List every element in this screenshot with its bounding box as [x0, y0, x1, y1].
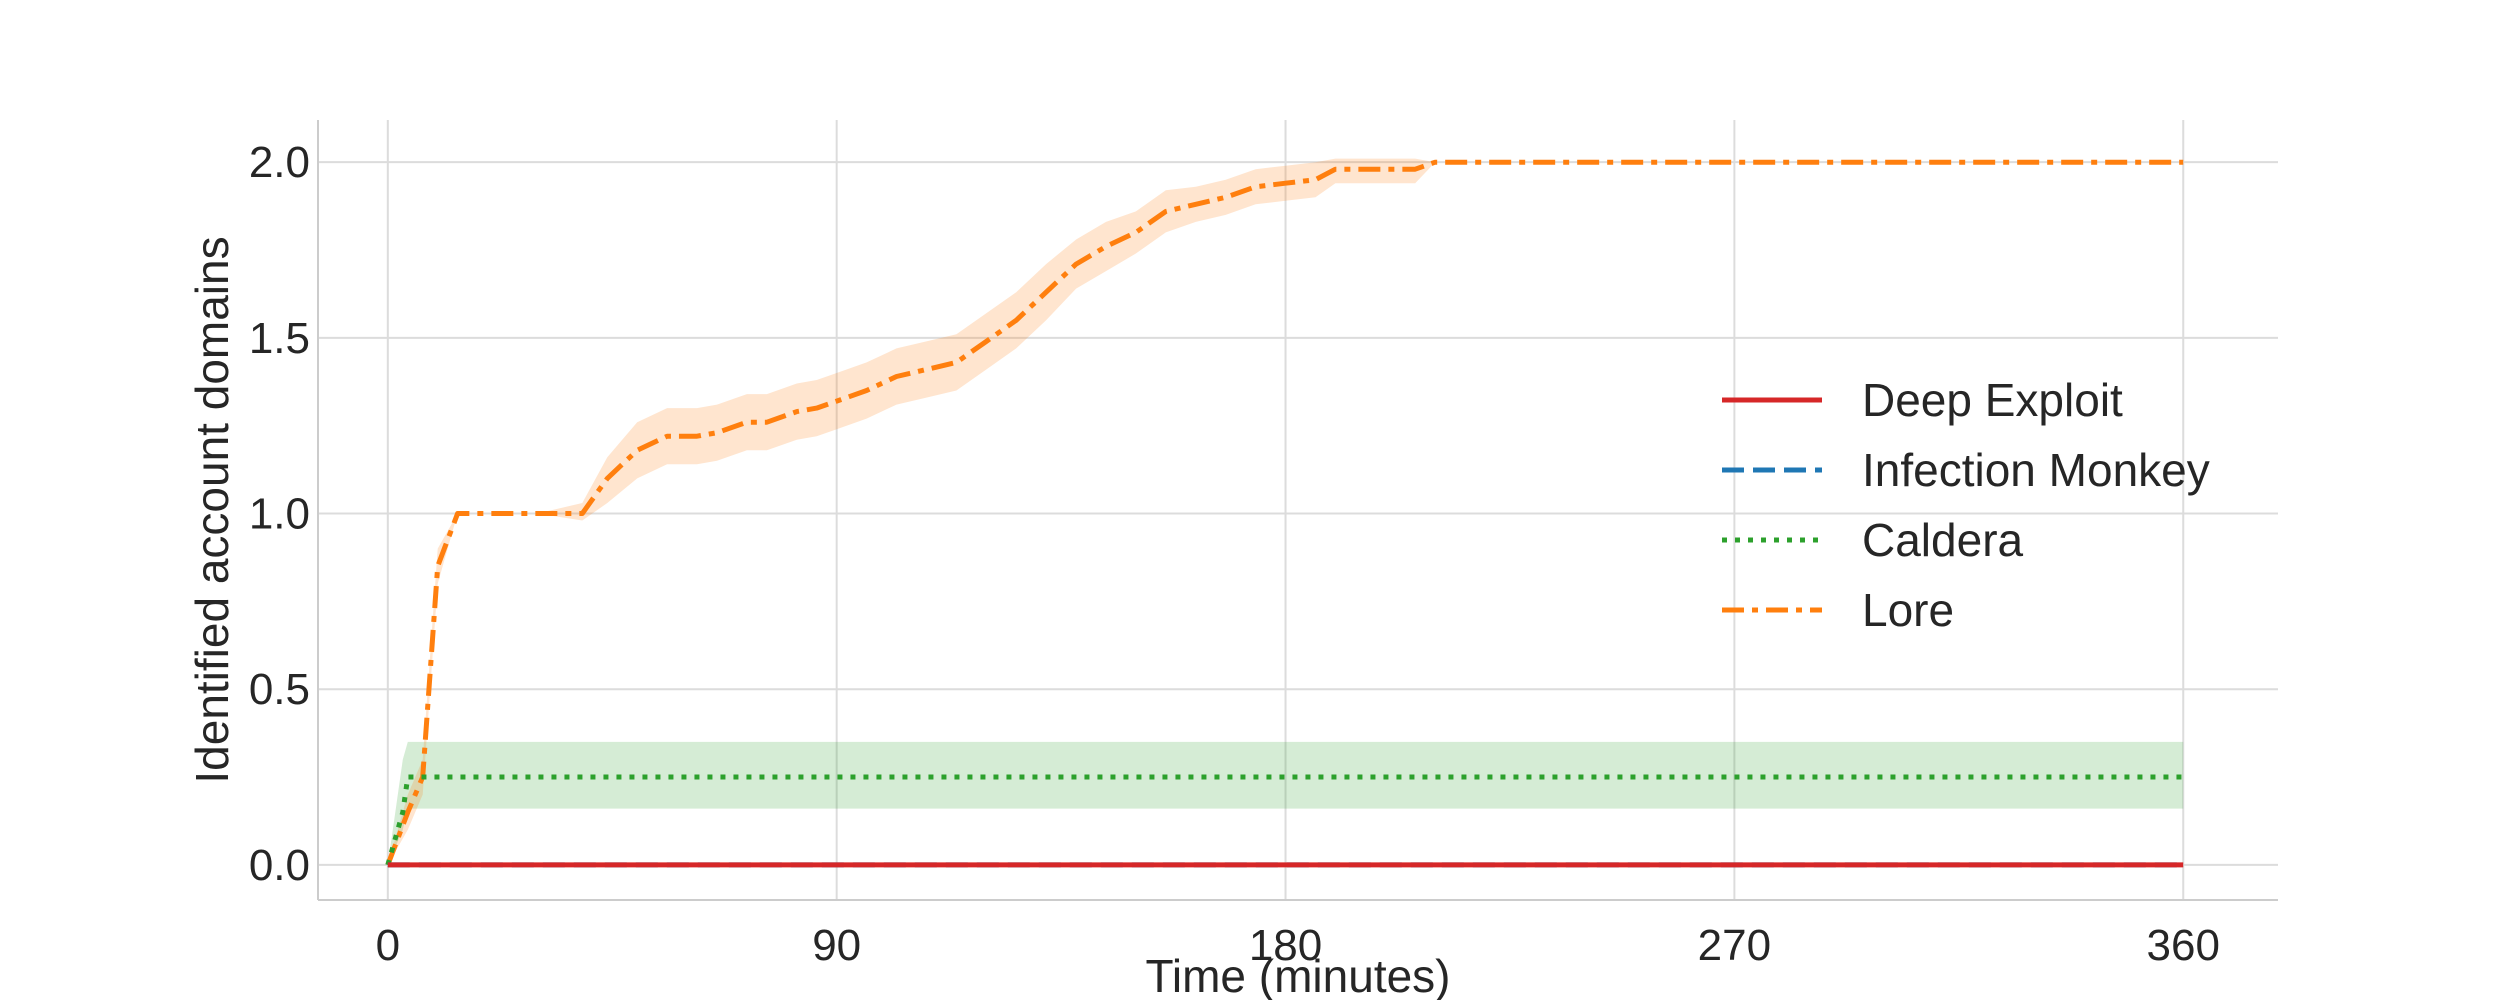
x-tick-label-0: 0 [376, 921, 400, 970]
y-tick-label-2: 1.0 [249, 490, 310, 539]
y-tick-label-4: 2.0 [249, 138, 310, 187]
legend: Deep Exploit Infection Monkey Caldera Lore [1722, 374, 2210, 636]
x-tick-label-2: 180 [1249, 921, 1322, 970]
legend-label-infection-monkey: Infection Monkey [1862, 444, 2210, 496]
y-tick-label-3: 1.5 [249, 314, 310, 363]
x-axis-title: Time (minutes) [1146, 950, 1451, 1000]
caldera-line [385, 774, 2184, 866]
y-axis-title: Identified account domains [186, 236, 238, 783]
legend-label-lore: Lore [1862, 584, 1954, 636]
x-tick-label-4: 360 [2147, 921, 2220, 970]
y-tick-label-0: 0.0 [249, 841, 310, 890]
plot-area: 0 90 180 270 360 0.0 0.5 1.0 1.5 2.0 [249, 120, 2278, 970]
caldera-confidence-band [387, 741, 2184, 865]
x-tick-label-1: 90 [812, 921, 861, 970]
lore-line [385, 159, 2184, 866]
y-tick-label-1: 0.5 [249, 665, 310, 714]
legend-label-caldera: Caldera [1862, 514, 2024, 566]
legend-label-deep-exploit: Deep Exploit [1862, 374, 2123, 426]
x-tick-label-3: 270 [1698, 921, 1771, 970]
